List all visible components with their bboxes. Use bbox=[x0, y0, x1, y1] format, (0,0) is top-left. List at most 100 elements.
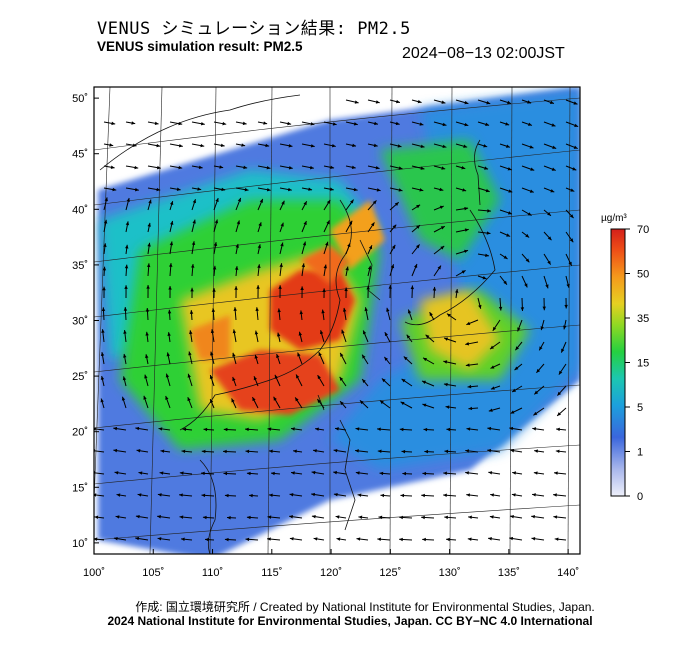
wind-arrow-head bbox=[557, 391, 562, 396]
wind-arrow-head bbox=[288, 166, 293, 170]
wind-arrow-head bbox=[125, 244, 129, 249]
wind-arrow-head bbox=[256, 285, 260, 289]
lon-tick-label: 125˚ bbox=[379, 567, 401, 579]
wind-arrow-head bbox=[561, 348, 565, 353]
wind-arrow-head bbox=[103, 243, 107, 248]
wind-arrow-head bbox=[340, 401, 344, 406]
wind-arrow-head bbox=[531, 514, 535, 519]
wind-arrow-head bbox=[212, 265, 217, 270]
wind-arrow-head bbox=[323, 264, 328, 269]
wind-arrow-head bbox=[267, 537, 271, 541]
wind-arrow-head bbox=[220, 143, 225, 148]
wind-arrow-head bbox=[568, 261, 572, 266]
wind-arrow-head bbox=[423, 357, 428, 362]
wind-arrow-head bbox=[234, 286, 238, 290]
colorbar-ticks: 70 50 35 15 5 1 0 bbox=[625, 224, 649, 503]
wind-arrow-head bbox=[398, 166, 403, 170]
wind-arrow-head bbox=[465, 471, 469, 475]
wind-arrow-head bbox=[429, 312, 433, 317]
wind-arrow-head bbox=[401, 378, 406, 383]
wind-arrow-head bbox=[201, 493, 206, 498]
wind-arrow-head bbox=[344, 287, 348, 292]
wind-arrow-head bbox=[506, 144, 511, 148]
wind-arrow-head bbox=[144, 374, 148, 379]
wind-arrow-head bbox=[222, 121, 227, 126]
credit-line-1: 作成: 国立環境研究所 / Created by National Instit… bbox=[135, 600, 595, 614]
wind-arrow-head bbox=[467, 537, 472, 541]
wind-arrow-head bbox=[357, 493, 362, 497]
wind-arrow-head bbox=[192, 219, 196, 224]
wind-arrow-head bbox=[125, 221, 130, 226]
wind-arrow-head bbox=[113, 536, 118, 541]
wind-arrow-head bbox=[245, 537, 250, 542]
wind-arrow-head bbox=[533, 471, 538, 475]
wind-arrow-head bbox=[510, 449, 515, 453]
wind-vectors bbox=[94, 99, 579, 542]
wind-arrow-head bbox=[145, 307, 150, 312]
wind-arrow-head bbox=[554, 471, 558, 475]
wind-arrow-head bbox=[274, 374, 279, 379]
wind-arrow-head bbox=[550, 189, 555, 193]
wind-arrow-head bbox=[135, 426, 140, 431]
wind-arrow-head bbox=[189, 310, 194, 314]
wind-arrow-head bbox=[486, 231, 491, 235]
wind-arrow-head bbox=[236, 220, 241, 225]
wind-arrow-head bbox=[486, 101, 491, 105]
wind-arrow-head bbox=[310, 122, 315, 126]
wind-arrow-head bbox=[255, 307, 259, 312]
wind-arrow-head bbox=[214, 219, 219, 224]
wind-arrow-head bbox=[416, 244, 420, 249]
wind-arrow-head bbox=[551, 123, 556, 127]
wind-arrow-head bbox=[325, 241, 329, 246]
wind-arrow-head bbox=[201, 449, 206, 454]
lon-tick-label: 120˚ bbox=[320, 567, 342, 579]
wind-arrow-head bbox=[191, 241, 196, 246]
wind-arrow-head bbox=[444, 449, 449, 454]
wind-arrow-head bbox=[289, 493, 294, 497]
wind-arrow-head bbox=[210, 329, 215, 334]
wind-arrow-head bbox=[482, 276, 487, 280]
wind-arrow-head bbox=[326, 199, 331, 204]
wind-arrow-head bbox=[461, 270, 466, 274]
wind-arrow-head bbox=[201, 471, 205, 476]
wind-arrow-head bbox=[267, 515, 272, 519]
wind-arrow-head bbox=[509, 536, 514, 541]
wind-arrow-head bbox=[381, 378, 386, 383]
wind-arrow-head bbox=[355, 427, 360, 431]
wind-arrow-head bbox=[165, 373, 170, 378]
wind-arrow-shaft bbox=[94, 472, 105, 475]
wind-arrow-head bbox=[439, 205, 444, 210]
lat-tick-label: 15˚ bbox=[72, 482, 88, 494]
wind-arrow-head bbox=[211, 308, 216, 312]
colorbar-tick-label: 1 bbox=[637, 447, 643, 459]
wind-arrow-head bbox=[308, 187, 313, 191]
title-english: VENUS simulation result: PM2.5 bbox=[97, 39, 303, 54]
wind-arrow-head bbox=[109, 143, 114, 147]
wind-arrow-head bbox=[402, 471, 407, 476]
lat-tick-label: 30˚ bbox=[72, 316, 88, 328]
wind-arrow-head bbox=[100, 352, 105, 356]
wind-arrow-head bbox=[321, 309, 325, 314]
wind-arrow-head bbox=[375, 166, 380, 170]
wind-arrow-head bbox=[439, 187, 444, 192]
wind-arrow-head bbox=[464, 100, 469, 105]
wind-arrow-head bbox=[123, 353, 127, 358]
wind-arrow-head bbox=[574, 123, 579, 127]
wind-arrow-head bbox=[116, 493, 121, 497]
wind-arrow-head bbox=[165, 395, 169, 400]
wind-arrow-head bbox=[137, 493, 142, 497]
wind-arrow-head bbox=[407, 309, 412, 314]
wind-arrow-head bbox=[178, 121, 183, 126]
wind-arrow-head bbox=[547, 260, 551, 265]
wind-arrow-head bbox=[198, 165, 203, 169]
wind-arrow-head bbox=[94, 537, 98, 541]
wind-arrow-head bbox=[485, 253, 489, 257]
wind-arrow-head bbox=[202, 515, 207, 520]
wind-arrow-head bbox=[339, 376, 344, 381]
wind-arrow-head bbox=[440, 245, 445, 250]
wind-arrow-head bbox=[315, 427, 319, 431]
wind-arrow-head bbox=[300, 286, 304, 291]
wind-arrow-head bbox=[232, 376, 236, 381]
wind-arrow-head bbox=[136, 449, 141, 453]
wind-arrow-head bbox=[156, 143, 161, 148]
